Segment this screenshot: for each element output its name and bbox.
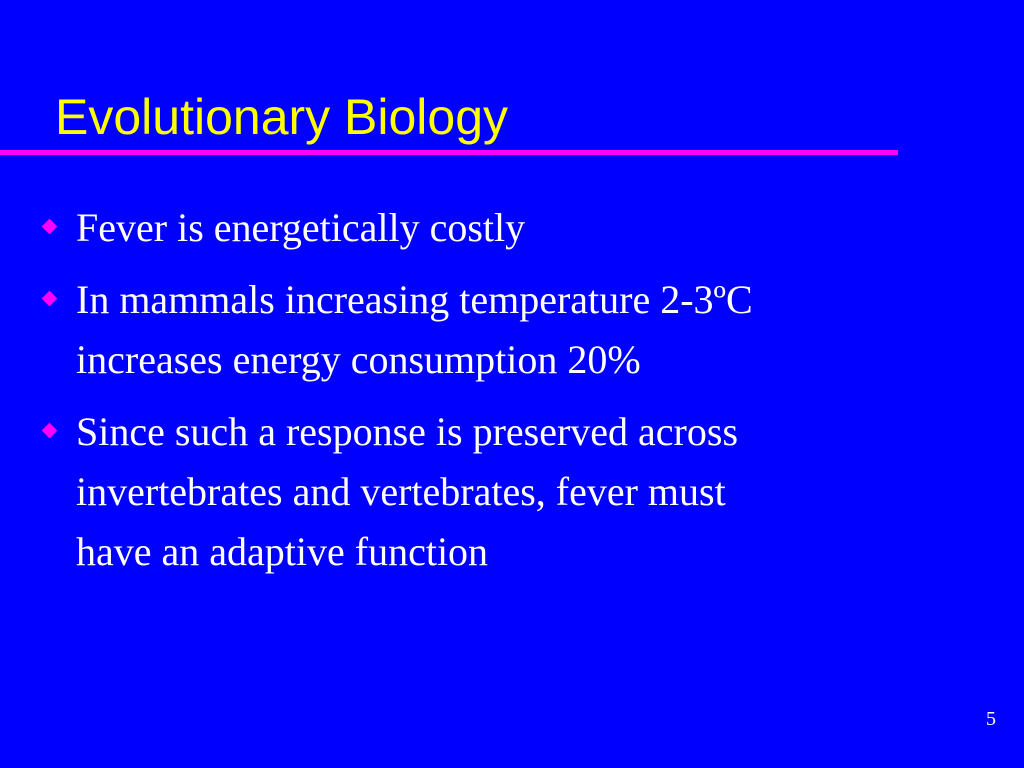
title-rule	[0, 150, 898, 155]
bullet-line: invertebrates and vertebrates, fever mus…	[76, 469, 726, 514]
bullet-item: Since such a response is preserved acros…	[38, 402, 998, 582]
bullet-item: Fever is energetically costly	[38, 198, 998, 258]
bullet-diamond	[41, 218, 58, 235]
bullet-diamond	[41, 290, 58, 307]
page-number: 5	[986, 708, 996, 730]
bullet-line: In mammals increasing temperature 2-3ºC	[76, 277, 753, 322]
bullet-item: In mammals increasing temperature 2-3ºC i…	[38, 270, 998, 390]
bullet-diamond	[41, 422, 58, 439]
bullet-line: increases energy consumption 20%	[76, 337, 641, 382]
bullet-line: have an adaptive function	[76, 529, 489, 574]
slide-title: Evolutionary Biology	[55, 89, 509, 145]
bullet-line: Since such a response is preserved acros…	[76, 409, 739, 454]
bullet-line: Fever is energetically costly	[76, 205, 526, 250]
